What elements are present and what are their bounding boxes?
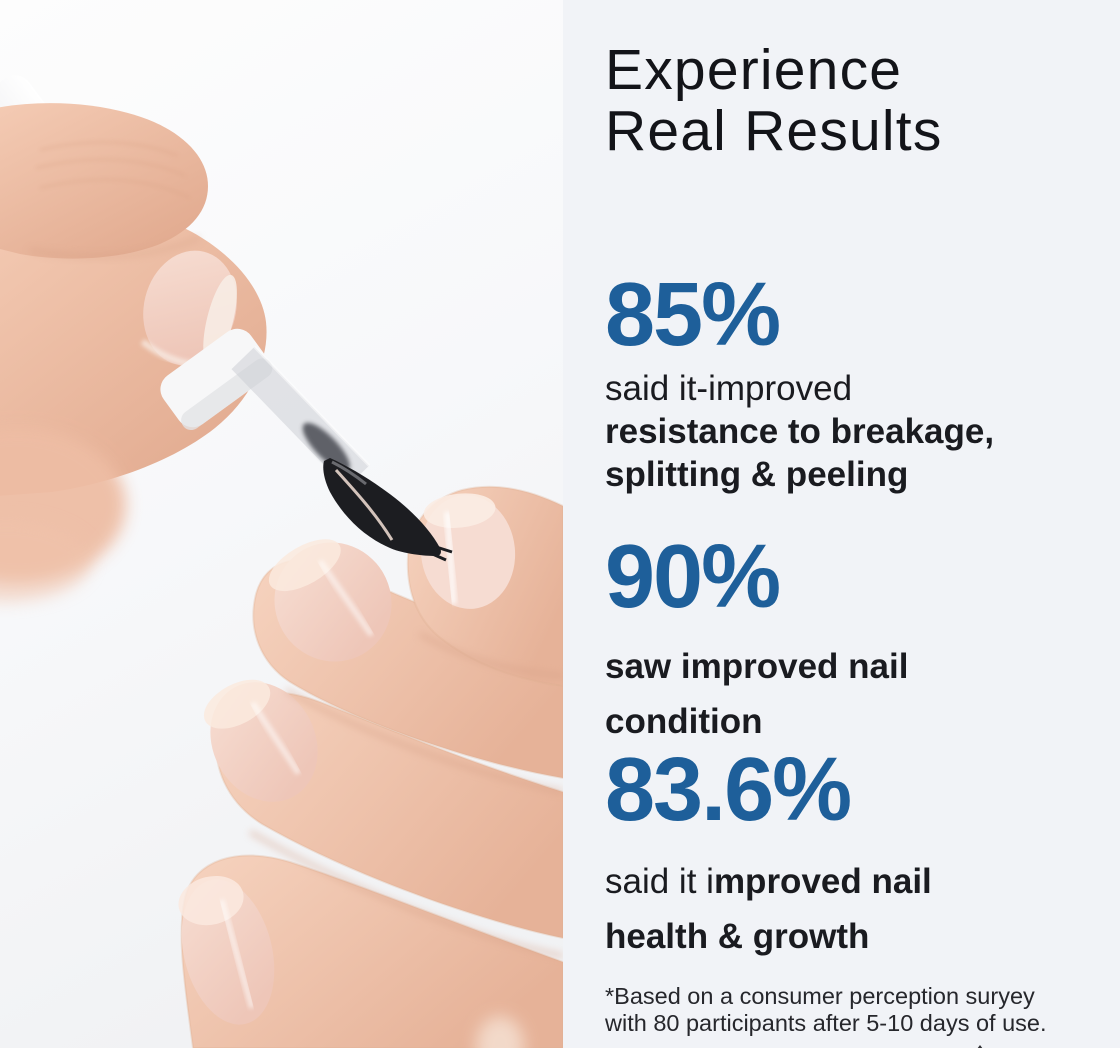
stat-value-condition: 90% (605, 527, 781, 627)
stat-desc-line: health & growth (605, 917, 870, 956)
fingernail-1-being-painted (420, 493, 516, 609)
cropped-logo-fragment (928, 1040, 1040, 1048)
footnote-line-1: *Based on a consumer perception suryey (605, 983, 1035, 1009)
fingernail-4 (178, 875, 275, 1025)
title-line-1: Experience (605, 38, 903, 102)
page-title: Experience Real Results (605, 40, 943, 162)
nail-application-photo (0, 0, 563, 1048)
polish-residue (302, 422, 350, 472)
index-fingernail (140, 250, 237, 368)
receiving-hand (178, 485, 563, 1048)
stat-desc-line: condition (605, 702, 763, 741)
finger-creases (248, 632, 563, 958)
stat-desc-breakage: said it-improved resistance to breakage,… (605, 367, 994, 496)
footnote: *Based on a consumer perception suryey w… (605, 983, 1047, 1037)
stat-desc-condition: saw improved nail condition (605, 639, 908, 749)
stat-desc-bold-segment: mproved nail (713, 862, 932, 901)
brush-tip (323, 458, 453, 562)
stat-desc-line: splitting & peeling (605, 455, 909, 494)
holding-hand (0, 75, 273, 602)
title-line-2: Real Results (605, 99, 943, 163)
thumb-index-crease (29, 236, 201, 259)
finger-4 (180, 854, 563, 1048)
stat-value-breakage: 85% (605, 265, 781, 365)
stat-value-health: 83.6% (605, 740, 852, 840)
stat-desc-regular-segment: said it i (605, 862, 714, 901)
thumb-ridges (35, 141, 191, 199)
thumb (0, 103, 208, 259)
fingernail-2 (268, 539, 392, 662)
footnote-line-2: with 80 participants after 5-10 days of … (605, 1010, 1047, 1036)
stat-desc-line: saw improved nail (605, 647, 909, 686)
results-panel: Experience Real Results 85% said it-impr… (563, 0, 1120, 1048)
fingernail-3 (203, 679, 318, 802)
brush-stem (231, 345, 371, 488)
hand-fade-blur (0, 518, 91, 602)
stat-desc-line: resistance to breakage, (605, 412, 995, 451)
stat-desc-line: said it improved nail (605, 854, 932, 909)
stat-desc-line: said it-improved (605, 369, 853, 408)
finger-edge-highlight (476, 1016, 524, 1048)
stat-desc-health: said it improved nail health & growth (605, 854, 932, 964)
